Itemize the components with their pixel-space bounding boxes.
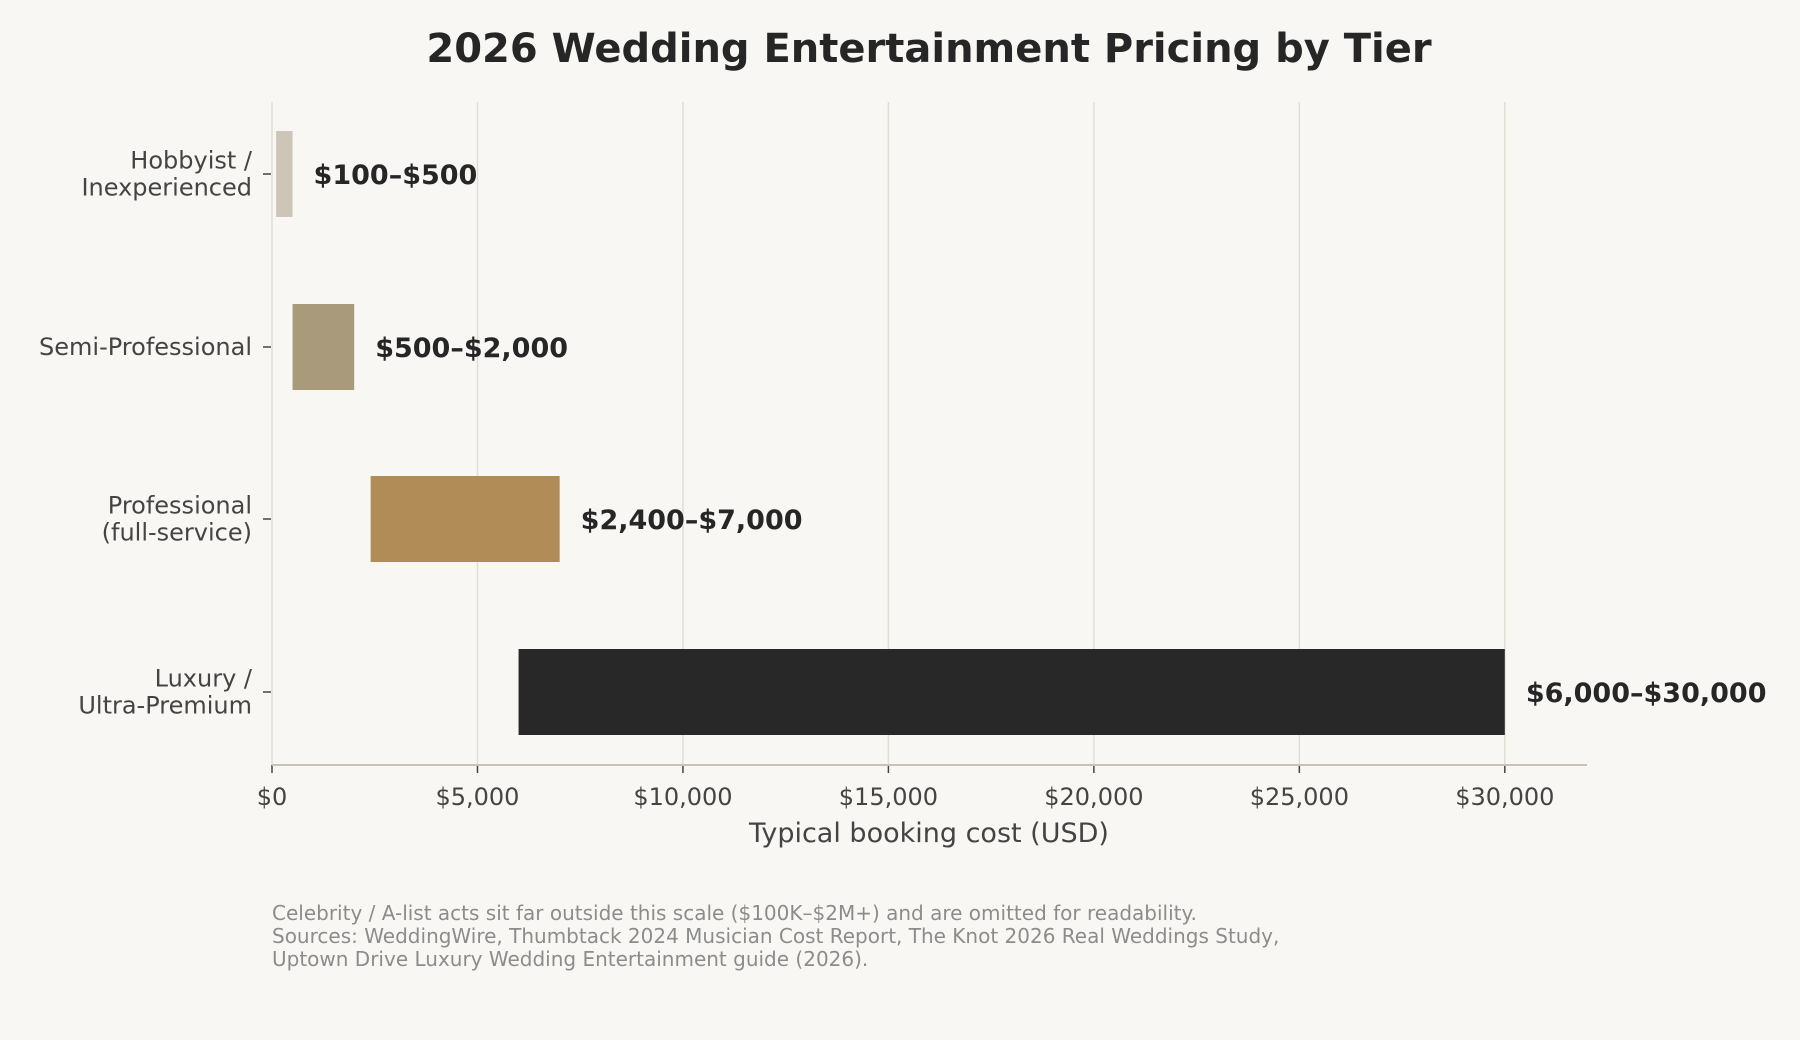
category-label-3: Luxury / Ultra-Premium [78,665,253,720]
footnote: Celebrity / A-list acts sit far outside … [272,901,1279,971]
category-labels: Hobbyist / Inexperienced Semi-Professional… [39,147,271,720]
x-tick-labels: $0 $5,000 $10,000 $15,000 $20,000 $25,000 $30,… [257,783,1555,811]
bar-1 [292,304,355,390]
category-label-line: Professional [108,492,252,520]
category-label-line: Luxury / [155,665,253,693]
category-label-1: Semi-Professional [39,333,252,361]
x-tick-label-6: $30,000 [1455,783,1554,811]
bar-3 [518,649,1505,735]
x-axis [271,764,1587,773]
grid-lines [271,102,1506,765]
category-label-0: Hobbyist / Inexperienced [81,147,252,202]
bar-2 [370,476,560,562]
data-label-3: $6,000–$30,000 [1526,678,1767,709]
bar-0 [276,131,293,217]
category-label-line: Semi-Professional [39,333,252,361]
data-labels: $100–$500 $500–$2,000 $2,400–$7,000 $6,000–… [314,160,1767,709]
x-tick-label-5: $25,000 [1250,783,1349,811]
category-label-2: Professional (full-service) [102,492,252,547]
data-label-1: $500–$2,000 [375,333,568,364]
x-tick-label-3: $15,000 [839,783,938,811]
x-tick-label-2: $10,000 [633,783,732,811]
category-label-line: Inexperienced [81,174,252,202]
footnote-line-1: Sources: WeddingWire, Thumbtack 2024 Mus… [272,924,1279,948]
chart-title: 2026 Wedding Entertainment Pricing by Ti… [426,26,1431,72]
x-tick-label-1: $5,000 [435,783,519,811]
x-tick-label-0: $0 [257,783,288,811]
category-label-line: Ultra-Premium [78,692,252,720]
bars [276,131,1505,735]
category-label-line: (full-service) [102,519,252,547]
footnote-line-0: Celebrity / A-list acts sit far outside … [272,901,1197,925]
data-label-2: $2,400–$7,000 [581,505,803,536]
category-label-line: Hobbyist / [130,147,253,175]
footnote-line-2: Uptown Drive Luxury Wedding Entertainmen… [272,947,868,971]
x-tick-label-4: $20,000 [1044,783,1143,811]
x-axis-title: Typical booking cost (USD) [748,818,1109,849]
data-label-0: $100–$500 [314,160,478,191]
